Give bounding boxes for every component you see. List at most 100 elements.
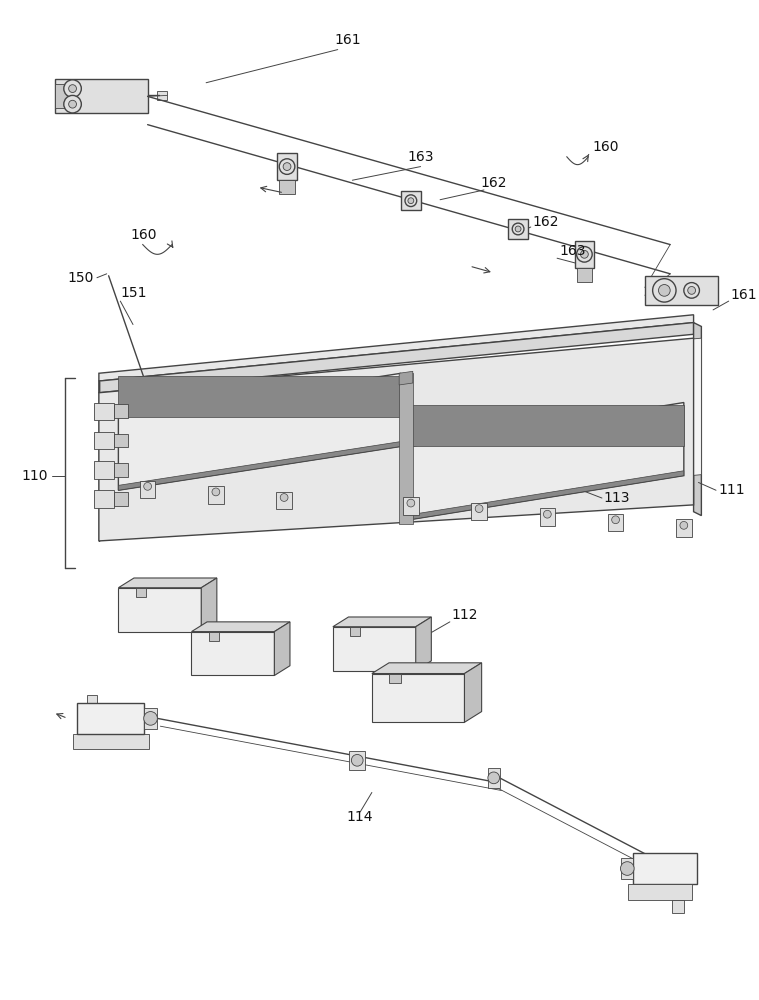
Polygon shape [372,663,482,674]
Circle shape [515,226,521,232]
Polygon shape [372,674,465,722]
Polygon shape [633,853,697,884]
Polygon shape [55,79,148,113]
Circle shape [280,494,288,501]
Circle shape [488,772,499,784]
Polygon shape [118,376,401,417]
Text: 110: 110 [22,469,48,483]
Circle shape [283,163,291,170]
Polygon shape [140,481,156,498]
Polygon shape [201,578,217,632]
Polygon shape [94,490,114,508]
Text: 162: 162 [480,176,507,190]
Polygon shape [87,695,97,703]
Polygon shape [157,91,167,100]
Polygon shape [411,471,684,519]
Circle shape [475,505,483,513]
Polygon shape [575,241,594,268]
Polygon shape [208,486,224,504]
Text: 151: 151 [121,286,146,300]
Polygon shape [55,84,70,108]
Polygon shape [118,373,401,490]
Polygon shape [399,373,413,524]
Circle shape [408,198,414,204]
Polygon shape [99,338,694,541]
Polygon shape [389,674,401,683]
Circle shape [212,488,220,496]
Polygon shape [540,508,555,526]
Polygon shape [73,734,149,749]
Polygon shape [608,514,623,531]
Text: 160: 160 [130,228,156,242]
Polygon shape [99,315,694,381]
Polygon shape [622,858,633,879]
Text: 112: 112 [452,608,478,622]
Polygon shape [114,434,128,447]
Polygon shape [114,492,128,506]
Polygon shape [401,191,420,210]
Circle shape [407,499,414,507]
Text: 160: 160 [593,140,619,154]
Polygon shape [645,276,718,305]
Polygon shape [349,751,365,770]
Circle shape [68,85,77,92]
Polygon shape [333,617,431,627]
Polygon shape [277,153,297,180]
Polygon shape [403,497,419,515]
Polygon shape [279,180,294,194]
Circle shape [680,521,688,529]
Polygon shape [509,219,528,239]
Polygon shape [351,627,361,636]
Polygon shape [488,768,499,788]
Circle shape [68,100,77,108]
Circle shape [620,862,634,875]
Polygon shape [191,622,290,632]
Polygon shape [94,432,114,449]
Circle shape [64,95,81,113]
Polygon shape [672,900,684,913]
Polygon shape [118,588,201,632]
Text: 161: 161 [731,288,757,302]
Polygon shape [628,884,691,900]
Polygon shape [191,632,274,675]
Circle shape [351,754,363,766]
Circle shape [577,247,592,262]
Circle shape [612,516,619,524]
Polygon shape [136,588,146,597]
Text: 114: 114 [347,810,373,824]
Polygon shape [333,627,416,671]
Text: 150: 150 [68,271,94,285]
Polygon shape [114,404,128,418]
Circle shape [143,712,157,725]
Polygon shape [577,268,592,282]
Text: 163: 163 [559,244,585,258]
Polygon shape [465,663,482,722]
Circle shape [143,482,152,490]
Circle shape [405,195,417,207]
Polygon shape [209,632,219,641]
Circle shape [684,283,700,298]
Polygon shape [114,463,128,477]
Text: 111: 111 [718,483,745,497]
Polygon shape [411,405,684,446]
Polygon shape [77,703,143,734]
Circle shape [659,285,670,296]
Circle shape [512,223,524,235]
Circle shape [64,80,81,97]
Polygon shape [411,403,684,519]
Polygon shape [94,461,114,479]
Text: 161: 161 [334,33,361,47]
Circle shape [279,159,294,174]
Polygon shape [99,323,694,393]
Polygon shape [143,708,157,729]
Polygon shape [694,323,701,516]
Polygon shape [274,622,290,675]
Polygon shape [118,442,401,490]
Polygon shape [471,503,487,520]
Polygon shape [399,371,413,385]
Text: 162: 162 [533,215,559,229]
Circle shape [653,279,676,302]
Polygon shape [416,617,431,671]
Text: 163: 163 [408,150,434,164]
Text: 113: 113 [604,491,631,505]
